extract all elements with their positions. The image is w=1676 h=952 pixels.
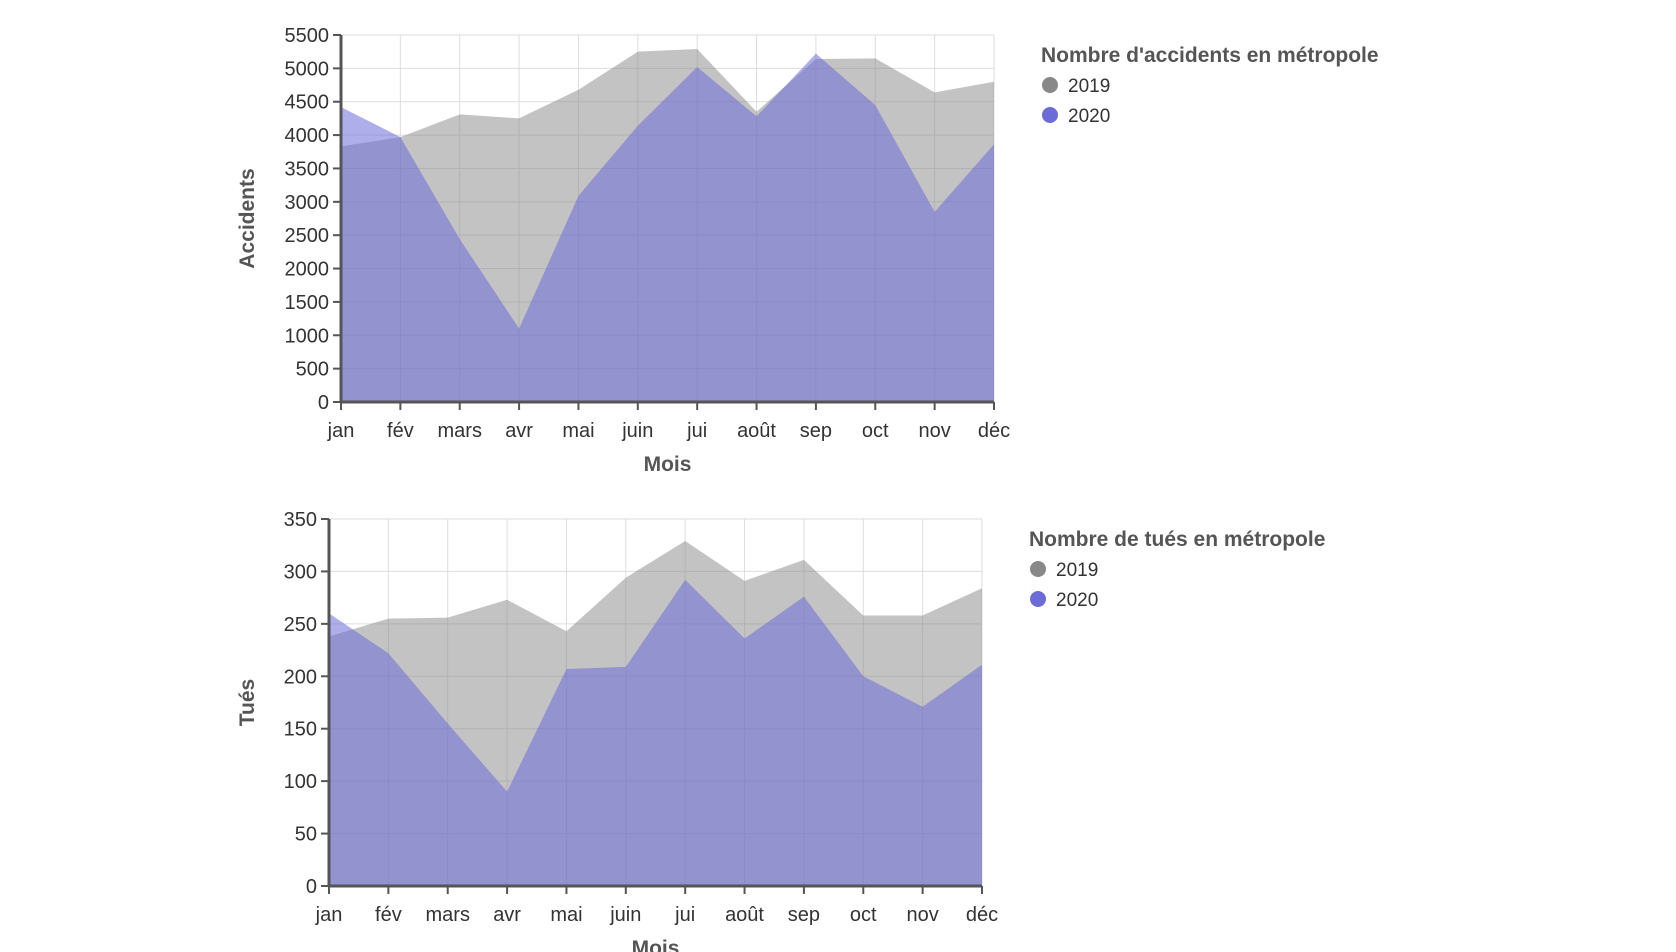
y-tick-label: 2500 xyxy=(285,225,330,247)
x-tick-label: août xyxy=(725,904,764,926)
x-tick-label: sep xyxy=(788,904,820,926)
legend-swatch-2020 xyxy=(1030,591,1046,607)
legend-label-2019: 2019 xyxy=(1056,560,1098,581)
x-tick-label: avr xyxy=(493,904,521,926)
x-tick-label: mai xyxy=(550,904,582,926)
y-tick-label: 2000 xyxy=(285,259,330,281)
y-tick-label: 4500 xyxy=(285,92,330,114)
x-tick-label: juin xyxy=(621,420,653,442)
x-tick-label: déc xyxy=(966,904,998,926)
x-axis-title: Mois xyxy=(644,453,692,476)
x-tick-label: sep xyxy=(800,420,832,442)
x-tick-label: jan xyxy=(327,420,355,442)
x-tick-label: nov xyxy=(907,904,939,926)
x-tick-label: jui xyxy=(674,904,695,926)
x-tick-label: jui xyxy=(686,420,707,442)
x-tick-label: mars xyxy=(426,904,470,926)
series-area-2020 xyxy=(329,579,982,886)
y-tick-label: 0 xyxy=(318,392,329,414)
x-tick-label: avr xyxy=(505,420,533,442)
x-tick-label: juin xyxy=(609,904,641,926)
y-tick-label: 0 xyxy=(306,876,317,898)
y-tick-label: 300 xyxy=(284,561,317,583)
y-tick-label: 50 xyxy=(295,824,317,846)
y-tick-label: 100 xyxy=(284,771,317,793)
x-tick-label: fév xyxy=(387,420,414,442)
x-tick-label: mars xyxy=(438,420,482,442)
legend-label-2019: 2019 xyxy=(1068,76,1110,97)
y-tick-label: 1000 xyxy=(285,325,330,347)
series-area-2020 xyxy=(341,53,994,403)
y-tick-label: 5500 xyxy=(285,25,330,47)
y-axis-title: Tués xyxy=(236,679,259,726)
legend-title: Nombre de tués en métropole xyxy=(1029,528,1325,551)
x-tick-label: août xyxy=(737,420,776,442)
y-tick-label: 5000 xyxy=(285,58,330,80)
y-tick-label: 200 xyxy=(284,666,317,688)
x-tick-label: oct xyxy=(862,420,889,442)
x-tick-label: nov xyxy=(919,420,951,442)
x-axis-title: Mois xyxy=(632,937,680,952)
x-tick-label: jan xyxy=(315,904,343,926)
y-axis-title: Accidents xyxy=(236,168,259,268)
legend-swatch-2020 xyxy=(1042,107,1058,123)
legend-label-2020: 2020 xyxy=(1056,590,1098,611)
accidents-chart: 0 500 1000 1500 2000 2500 3000 3500 4000 4500 5000… xyxy=(236,25,1379,476)
y-tick-label: 500 xyxy=(296,359,329,381)
y-tick-label: 250 xyxy=(284,614,317,636)
legend-title: Nombre d'accidents en métropole xyxy=(1041,44,1379,67)
x-tick-label: oct xyxy=(850,904,877,926)
y-tick-label: 3000 xyxy=(285,192,330,214)
x-tick-label: fév xyxy=(375,904,402,926)
y-tick-label: 350 xyxy=(284,509,317,531)
x-tick-label: mai xyxy=(562,420,594,442)
legend-label-2020: 2020 xyxy=(1068,106,1110,127)
killed-chart: 0 50 100 150 200 250 300 350 jan fév mars avr mai jui… xyxy=(236,509,1325,952)
y-tick-label: 4000 xyxy=(285,125,330,147)
x-tick-label: déc xyxy=(978,420,1010,442)
y-tick-label: 3500 xyxy=(285,158,330,180)
y-tick-label: 150 xyxy=(284,719,317,741)
legend-swatch-2019 xyxy=(1030,561,1046,577)
y-tick-label: 1500 xyxy=(285,292,330,314)
legend-swatch-2019 xyxy=(1042,77,1058,93)
